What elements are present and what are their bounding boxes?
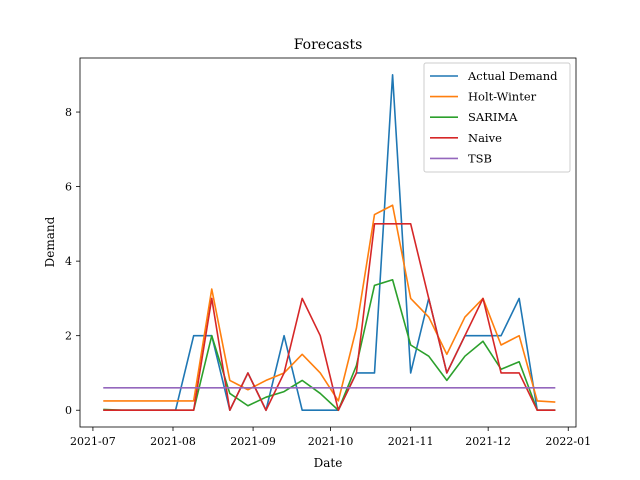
legend-label: Holt-Winter: [468, 90, 537, 104]
legend: Actual Demand Holt-Winter SARIMA Naive TSB: [423, 62, 571, 173]
y-axis: 0 2 4 6 8: [65, 106, 80, 417]
x-tick-label: 2021-07: [70, 435, 116, 448]
legend-label: SARIMA: [468, 110, 518, 124]
y-axis-label: Demand: [43, 216, 57, 267]
legend-label: Actual Demand: [467, 69, 558, 83]
series-line-3: [103, 223, 556, 412]
x-tick-label: 2022-01: [545, 435, 591, 448]
plot-area: [79, 57, 577, 428]
legend-label: TSB: [468, 151, 492, 165]
x-tick-label: 2021-10: [308, 435, 354, 448]
legend-label: Naive: [468, 131, 502, 145]
y-tick-label: 2: [65, 330, 72, 343]
y-tick-label: 4: [65, 255, 72, 268]
series-lines: [103, 73, 556, 412]
x-axis: 2021-07 2021-08 2021-09 2021-10 2021-11 2021-…: [70, 427, 591, 448]
series-line-1: [103, 204, 556, 403]
y-tick-label: 6: [65, 181, 72, 194]
y-tick-label: 0: [65, 404, 72, 417]
series-line-0: [103, 73, 556, 412]
y-tick-label: 8: [65, 106, 72, 119]
x-tick-label: 2021-11: [388, 435, 434, 448]
chart-title: Forecasts: [294, 37, 363, 53]
series-line-2: [103, 278, 556, 412]
x-tick-label: 2021-09: [230, 435, 276, 448]
legend-box: [423, 62, 571, 173]
x-axis-label: Date: [314, 456, 343, 470]
x-tick-label: 2021-12: [465, 435, 511, 448]
x-tick-label: 2021-08: [150, 435, 196, 448]
